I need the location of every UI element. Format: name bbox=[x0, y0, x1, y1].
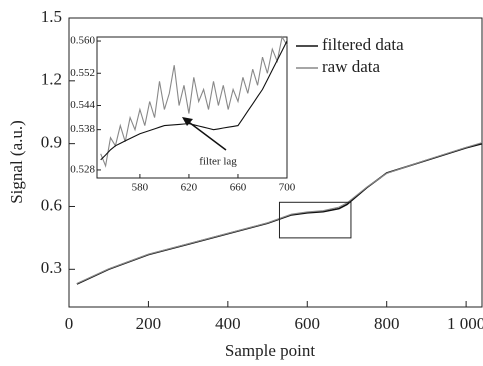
y-axis-label: Signal (a.u.) bbox=[7, 120, 26, 204]
annotation: filter lag bbox=[199, 156, 237, 168]
x-tick-label: 620 bbox=[181, 182, 198, 194]
x-tick-label: 800 bbox=[374, 314, 400, 333]
x-tick-label: 0 bbox=[65, 314, 74, 333]
x-tick-label: 200 bbox=[136, 314, 162, 333]
y-tick-label: 0.528 bbox=[70, 163, 95, 175]
y-tick-label: 0.3 bbox=[41, 258, 62, 277]
x-tick-label: 400 bbox=[215, 314, 241, 333]
data-line bbox=[100, 40, 288, 161]
x-tick-label: 600 bbox=[295, 314, 321, 333]
x-tick-label: 700 bbox=[279, 182, 296, 194]
annotation-arrowhead bbox=[182, 117, 193, 126]
y-tick-label: 1.2 bbox=[41, 70, 62, 89]
x-tick-label: 580 bbox=[132, 182, 149, 194]
y-tick-label: 0.552 bbox=[70, 67, 95, 79]
y-tick-label: 0.6 bbox=[41, 195, 62, 214]
data-line bbox=[76, 142, 483, 284]
x-axis-label: Sample point bbox=[225, 341, 315, 360]
plot-frame bbox=[96, 36, 288, 179]
data-line bbox=[100, 35, 288, 168]
annotation-arrow bbox=[185, 119, 227, 151]
y-tick-label: 1.5 bbox=[41, 7, 62, 26]
x-tick-label: 660 bbox=[230, 182, 247, 194]
legend-label: filtered data bbox=[322, 35, 404, 54]
x-tick-label: 1 000 bbox=[447, 314, 483, 333]
legend-label: raw data bbox=[322, 57, 381, 76]
y-tick-label: 0.9 bbox=[41, 133, 62, 152]
y-tick-label: 0.544 bbox=[70, 99, 95, 111]
y-tick-label: 0.538 bbox=[70, 123, 95, 135]
zoom-box bbox=[278, 201, 352, 239]
y-tick-label: 0.560 bbox=[70, 35, 95, 47]
